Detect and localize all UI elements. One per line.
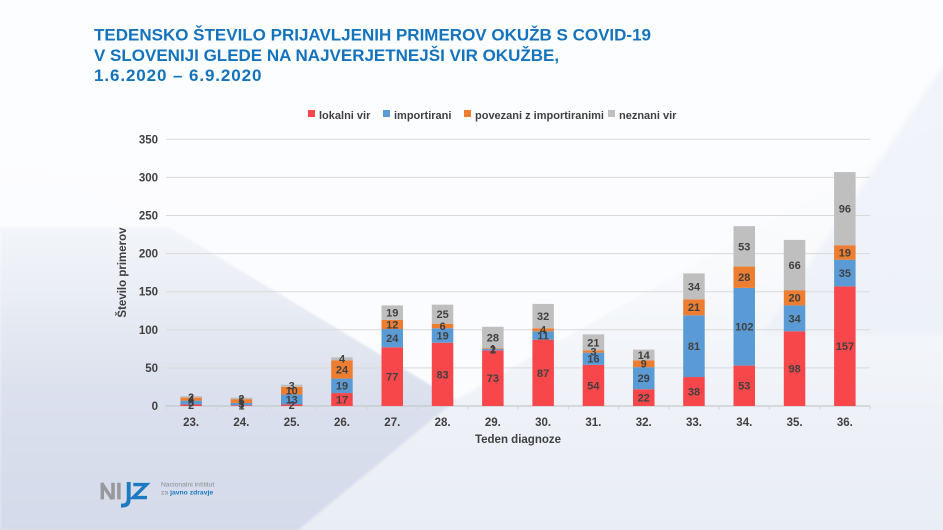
svg-text:53: 53: [738, 241, 750, 253]
svg-text:16: 16: [587, 354, 599, 366]
svg-text:32: 32: [537, 311, 549, 323]
svg-text:10: 10: [286, 386, 298, 398]
svg-text:importirani: importirani: [394, 110, 451, 122]
svg-text:31.: 31.: [585, 417, 601, 429]
svg-text:200: 200: [139, 249, 158, 261]
svg-text:24.: 24.: [233, 417, 249, 429]
svg-text:28: 28: [487, 332, 499, 344]
svg-text:5: 5: [188, 398, 194, 410]
svg-text:12: 12: [386, 319, 398, 331]
svg-text:3: 3: [590, 346, 596, 358]
svg-text:2: 2: [188, 392, 194, 404]
svg-text:28.: 28.: [435, 417, 451, 429]
svg-text:25.: 25.: [284, 417, 300, 429]
svg-text:36.: 36.: [837, 417, 853, 429]
svg-text:87: 87: [537, 368, 549, 380]
svg-text:4: 4: [188, 394, 195, 406]
svg-text:77: 77: [386, 372, 398, 384]
svg-text:2: 2: [238, 393, 244, 405]
svg-text:za javno zdravje: za javno zdravje: [161, 490, 213, 497]
svg-text:98: 98: [788, 364, 800, 376]
svg-text:9: 9: [641, 359, 647, 371]
svg-text:33.: 33.: [686, 417, 702, 429]
svg-text:83: 83: [436, 369, 448, 381]
svg-text:2: 2: [188, 400, 194, 412]
svg-text:30.: 30.: [535, 417, 551, 429]
svg-text:100: 100: [139, 325, 158, 337]
svg-text:1.6.2020 – 6.9.2020: 1.6.2020 – 6.9.2020: [94, 66, 262, 85]
svg-text:19: 19: [436, 330, 448, 342]
svg-text:Nacionalni inštitut: Nacionalni inštitut: [161, 482, 214, 489]
svg-text:38: 38: [688, 386, 700, 398]
svg-text:1: 1: [238, 401, 244, 413]
svg-text:24: 24: [386, 333, 399, 345]
svg-text:Teden diagnoze: Teden diagnoze: [475, 434, 561, 446]
svg-text:24: 24: [336, 364, 349, 376]
svg-text:150: 150: [139, 287, 158, 299]
svg-text:Število primerov: Število primerov: [116, 227, 129, 318]
svg-text:350: 350: [139, 134, 158, 146]
svg-text:2: 2: [289, 400, 295, 412]
svg-text:34: 34: [788, 313, 801, 325]
svg-text:4: 4: [540, 325, 547, 337]
svg-text:102: 102: [735, 322, 753, 334]
svg-text:3: 3: [238, 399, 244, 411]
svg-text:34.: 34.: [736, 417, 752, 429]
svg-text:lokalni vir: lokalni vir: [319, 110, 371, 122]
svg-text:96: 96: [839, 204, 851, 216]
svg-text:250: 250: [139, 211, 158, 223]
svg-text:53: 53: [738, 381, 750, 393]
svg-text:neznani vir: neznani vir: [619, 110, 677, 122]
svg-text:1: 1: [490, 343, 496, 355]
svg-text:0: 0: [152, 401, 158, 413]
svg-text:25: 25: [436, 309, 448, 321]
svg-text:27.: 27.: [384, 417, 400, 429]
svg-text:21: 21: [587, 337, 599, 349]
svg-text:povezani z importiranimi: povezani z importiranimi: [475, 110, 604, 122]
svg-text:54: 54: [587, 380, 600, 392]
svg-text:66: 66: [788, 260, 800, 272]
svg-text:11: 11: [537, 330, 549, 342]
svg-text:35.: 35.: [787, 417, 803, 429]
svg-text:157: 157: [836, 341, 854, 353]
svg-text:23.: 23.: [183, 417, 199, 429]
svg-text:V SLOVENIJI GLEDE NA NAJVERJET: V SLOVENIJI GLEDE NA NAJVERJETNEJŠI VIR …: [94, 46, 559, 65]
svg-text:81: 81: [688, 341, 700, 353]
svg-text:6: 6: [440, 321, 446, 333]
svg-text:300: 300: [139, 172, 158, 184]
svg-text:35: 35: [839, 268, 851, 280]
svg-text:29.: 29.: [485, 417, 501, 429]
svg-text:14: 14: [638, 350, 651, 362]
svg-text:29: 29: [638, 373, 650, 385]
svg-text:TEDENSKO ŠTEVILO PRIJAVLJENIH: TEDENSKO ŠTEVILO PRIJAVLJENIH PRIMEROV O…: [94, 26, 651, 45]
svg-text:50: 50: [145, 363, 158, 375]
svg-text:4: 4: [339, 354, 346, 366]
svg-text:17: 17: [336, 394, 348, 406]
svg-text:21: 21: [688, 302, 700, 314]
svg-text:34: 34: [688, 281, 701, 293]
svg-text:13: 13: [286, 394, 298, 406]
svg-text:5: 5: [238, 396, 244, 408]
svg-text:73: 73: [487, 373, 499, 385]
svg-text:3: 3: [289, 381, 295, 393]
svg-text:19: 19: [839, 247, 851, 259]
svg-text:20: 20: [788, 293, 800, 305]
svg-text:2: 2: [490, 345, 496, 357]
svg-text:19: 19: [386, 308, 398, 320]
svg-text:32.: 32.: [636, 417, 652, 429]
svg-text:19: 19: [336, 381, 348, 393]
svg-text:28: 28: [738, 272, 750, 284]
svg-text:22: 22: [638, 393, 650, 405]
svg-text:26.: 26.: [334, 417, 350, 429]
